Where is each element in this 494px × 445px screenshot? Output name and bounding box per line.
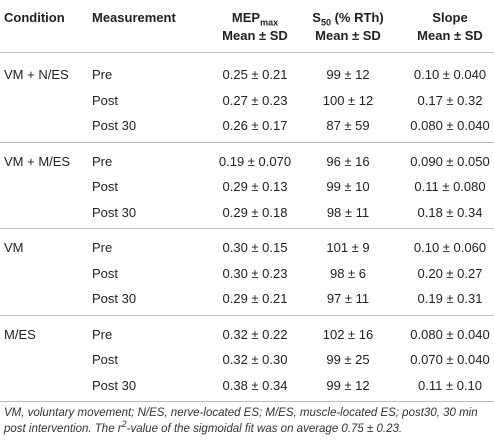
- table-cell: 0.20 ± 0.27: [417, 265, 483, 281]
- header-text: (% RTh): [330, 10, 384, 25]
- table-cell: Post: [92, 179, 119, 194]
- condition-cell: M/ES: [4, 326, 36, 342]
- table-cell: Pre: [92, 240, 113, 255]
- header-text: S: [312, 10, 321, 25]
- header-text: Condition: [4, 10, 65, 25]
- table-cell: 0.19 ± 0.31: [417, 291, 483, 306]
- header-cell: S50 (% RTh): [288, 10, 408, 28]
- table-cell: 0.27 ± 0.23: [222, 92, 288, 108]
- table-cell: 0.090 ± 0.050: [410, 153, 490, 169]
- footnote-sup: 2: [121, 419, 127, 430]
- table-cell: 96 ± 16: [326, 153, 370, 169]
- header-cell: MEPmax: [195, 10, 315, 28]
- table-cell: 0.11 ± 0.10: [418, 377, 482, 393]
- header-cell: Slope: [390, 10, 494, 26]
- condition-cell: VM + N/ES: [4, 67, 69, 82]
- table-cell: 0.29 ± 0.13: [222, 179, 288, 194]
- table-cell: 0.38 ± 0.34: [222, 377, 288, 393]
- table-cell: 0.32 ± 0.30: [222, 352, 288, 367]
- table-cell: 0.26 ± 0.17: [222, 118, 288, 133]
- table-cell: Post 30: [92, 204, 137, 220]
- condition-cell: VM: [4, 240, 24, 255]
- table-cell: Post: [92, 265, 119, 281]
- header-cell: Condition: [4, 10, 65, 26]
- header-cell: Measurement: [92, 10, 176, 26]
- header-text: MEP: [231, 10, 261, 25]
- header-text: Measurement: [92, 10, 176, 25]
- group-rule: [0, 401, 494, 402]
- table-cell: Post: [92, 92, 119, 108]
- table-cell: Pre: [92, 153, 113, 169]
- table-cell: 99 ± 25: [326, 352, 370, 367]
- table-cell: 87 ± 59: [326, 118, 370, 133]
- condition-cell: VM + M/ES: [4, 153, 71, 169]
- footnote-text: VM, voluntary movement; N/ES, nerve-loca…: [4, 407, 478, 435]
- table-cell: 0.080 ± 0.040: [410, 118, 490, 133]
- table-cell: 0.29 ± 0.18: [222, 204, 288, 220]
- table-cell: 0.19 ± 0.070: [218, 153, 292, 169]
- table-cell: Post: [92, 352, 119, 367]
- group-rule: [0, 141, 494, 143]
- table-cell: 98 ± 6: [329, 265, 367, 281]
- table-cell: 0.080 ± 0.040: [410, 326, 490, 342]
- header-subscript: max: [260, 17, 279, 28]
- footnote: VM, voluntary movement; N/ES, nerve-loca…: [4, 405, 490, 437]
- table-cell: 98 ± 11: [326, 204, 370, 220]
- table-cell: 99 ± 12: [326, 67, 370, 82]
- group-rule: [0, 314, 494, 316]
- header-text: Slope: [432, 10, 468, 25]
- table-cell: Pre: [92, 67, 113, 82]
- table-cell: Post 30: [92, 377, 137, 393]
- table-cell: 97 ± 11: [326, 291, 370, 306]
- header-cell: Mean ± SD: [222, 28, 288, 43]
- table-cell: 0.25 ± 0.21: [222, 67, 288, 82]
- table-cell: 0.30 ± 0.23: [222, 265, 288, 281]
- table-cell: 0.070 ± 0.040: [410, 352, 490, 367]
- header-rule: [0, 52, 494, 53]
- table-cell: 100 ± 12: [322, 92, 374, 108]
- group-rule: [0, 228, 494, 229]
- footnote-text: -value of the sigmoidal fit was on avera…: [126, 423, 403, 435]
- header-cell: Mean ± SD: [315, 28, 381, 43]
- table-cell: 0.30 ± 0.15: [222, 240, 288, 255]
- table-cell: 0.29 ± 0.21: [222, 291, 288, 306]
- table-cell: 0.10 ± 0.060: [413, 240, 487, 255]
- table-cell: 0.11 ± 0.080: [414, 179, 486, 194]
- table-cell: 101 ± 9: [326, 240, 370, 255]
- header-cell: Mean ± SD: [417, 28, 483, 43]
- table-cell: 0.18 ± 0.34: [417, 204, 483, 220]
- table-cell: Post 30: [92, 118, 137, 133]
- table-cell: Post 30: [92, 291, 137, 306]
- table-cell: 0.32 ± 0.22: [222, 326, 288, 342]
- table-cell: 102 ± 16: [322, 326, 374, 342]
- table-cell: 0.17 ± 0.32: [417, 92, 483, 108]
- header-subscript: 50: [320, 17, 331, 28]
- table-cell: Pre: [92, 326, 113, 342]
- table-cell: 0.10 ± 0.040: [413, 67, 487, 82]
- table-cell: 99 ± 10: [326, 179, 370, 194]
- table-cell: 99 ± 12: [326, 377, 370, 393]
